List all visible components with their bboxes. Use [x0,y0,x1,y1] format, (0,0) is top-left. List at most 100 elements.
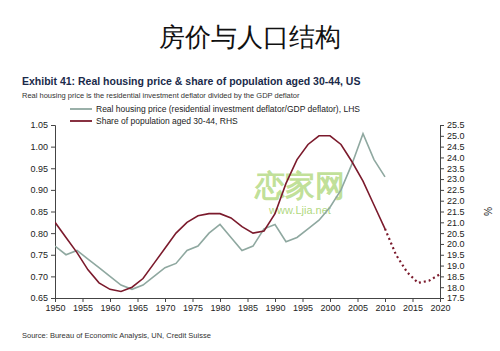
tick-label: 2005 [348,303,368,313]
tick: 0.70 [30,272,55,282]
tick-label: 2010 [375,303,395,313]
tick: 1970 [155,298,175,313]
tick: 1985 [238,298,258,313]
y-axis: 0.650.700.750.800.850.900.951.001.05 [30,120,55,303]
tick: 1980 [210,298,230,313]
tick-label: 1965 [128,303,148,313]
tick-mark [51,212,55,213]
watermark: 恋家网 [254,168,345,203]
tick-label: 24.0 [447,153,465,163]
tick-mark [83,298,84,302]
tick: 1.05 [30,120,55,130]
tick-label: 18.0 [447,283,465,293]
tick-label: 0.65 [30,293,48,303]
tick-mark [440,190,444,191]
series-line [385,229,440,283]
tick-label: 2020 [430,303,450,313]
tick-label: 25.5 [447,120,465,130]
tick-label: 1995 [293,303,313,313]
tick: 0.80 [30,229,55,239]
tick-mark [248,298,249,302]
tick: 2015 [403,298,423,313]
tick-mark [165,298,166,302]
tick: 22.5 [440,185,465,195]
tick: 20.0 [440,239,465,249]
tick-mark [193,298,194,302]
tick: 1990 [265,298,285,313]
tick-label: 20.0 [447,239,465,249]
tick-label: 25.0 [447,131,465,141]
tick-mark [358,298,359,302]
tick-mark [330,298,331,302]
tick-label: 1985 [238,303,258,313]
tick: 1950 [45,298,65,313]
tick-mark [440,222,444,223]
tick-label: 19.0 [447,261,465,271]
legend-swatch [70,108,92,110]
tick-label: 24.5 [447,142,465,152]
note: Real housing price is the residential in… [22,91,300,100]
tick-label: 22.0 [447,196,465,206]
tick: 0.75 [30,250,55,260]
axis-line [51,126,56,299]
plot-area [55,134,440,292]
tick: 25.0 [440,131,465,141]
tick-label: 23.0 [447,174,465,184]
tick: 23.5 [440,164,465,174]
legend-swatch [70,120,92,122]
tick: 21.0 [440,218,465,228]
tick: 0.65 [30,293,55,303]
tick-label: 1.00 [30,142,48,152]
x-axis: 1950195519601965197019751980198519901995… [45,298,450,313]
tick-mark [440,255,444,256]
tick-label: 1980 [210,303,230,313]
legend: Real housing price (residential investme… [70,104,360,126]
tick-mark [440,244,444,245]
tick: 1995 [293,298,313,313]
tick: 22.0 [440,196,465,206]
tick-mark [220,298,221,302]
tick: 2005 [348,298,368,313]
tick-label: 0.70 [30,272,48,282]
tick: 2010 [375,298,395,313]
tick-label: 1955 [73,303,93,313]
tick-label: 21.0 [447,218,465,228]
tick-label: 0.80 [30,229,48,239]
tick-label: 21.5 [447,207,465,217]
tick: 24.0 [440,153,465,163]
tick-mark [440,179,444,180]
tick-label: 0.95 [30,164,48,174]
tick-mark [51,190,55,191]
tick-label: 1970 [155,303,175,313]
tick-label: 17.5 [447,293,465,303]
tick-label: 1.05 [30,120,48,130]
tick-mark [440,266,444,267]
title: 房价与人口结构 [159,22,341,52]
tick-label: 1960 [100,303,120,313]
axis-title: % [482,207,493,216]
tick: 18.5 [440,272,465,282]
tick: 1955 [73,298,93,313]
tick-label: 2015 [403,303,423,313]
tick: 19.5 [440,250,465,260]
tick-label: 0.90 [30,185,48,195]
tick-mark [303,298,304,302]
tick-mark [413,298,414,302]
y2-axis: 17.518.018.519.019.520.020.521.021.522.0… [440,120,465,303]
series-line [55,136,385,292]
tick-mark [440,147,444,148]
tick-mark [51,168,55,169]
tick: 19.0 [440,261,465,271]
tick: 1960 [100,298,120,313]
tick-mark [51,276,55,277]
tick: 21.5 [440,207,465,217]
tick-mark [51,147,55,148]
tick-mark [51,298,55,299]
series-line [55,134,385,290]
tick-mark [440,233,444,234]
tick-mark [440,125,444,126]
tick-mark [385,298,386,302]
tick-label: 1950 [45,303,65,313]
tick: 17.5 [440,293,465,303]
legend-label: Real housing price (residential investme… [96,104,360,114]
